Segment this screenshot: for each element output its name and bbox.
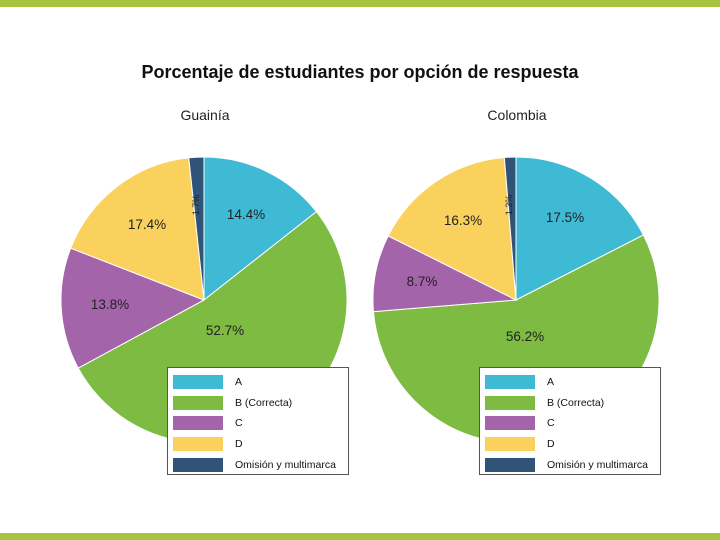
legend-swatch [173,395,223,410]
pie-1-slice-omisi-n-y-multimarca [503,156,517,301]
legend-item: A [485,372,660,393]
bottom-accent-bar [0,533,720,540]
legend-swatch [485,395,535,410]
legend-colombia: A B (Correcta) C D Omisión y multimarca [479,367,661,475]
legend-swatch [485,375,535,390]
legend-swatch [173,375,223,390]
pie-0-slice-d [70,157,205,301]
legend-label: B (Correcta) [547,396,605,409]
legend-label: C [547,417,555,430]
legend-swatch [485,457,535,472]
pie-1-slice-a [515,156,645,301]
legend-item: B (Correcta) [173,393,348,414]
pie-0-label-omisi-n-y-multimarca: 1.7% [191,195,201,216]
pie-0-label-b-correcta: 52.7% [206,323,244,338]
pie-0-slice-a [203,156,318,302]
pie-0-label-c: 13.8% [91,297,129,312]
pie-1-label-a: 17.5% [546,210,584,225]
pie-1-label-c: 8.7% [407,274,438,289]
pie-1-label-b-correcta: 56.2% [506,329,544,344]
legend-label: A [235,376,243,389]
legend-item: D [485,434,660,455]
legend-swatch [485,416,535,431]
pie-1-label-omisi-n-y-multimarca: 1.3% [504,195,514,216]
panel-title-guainia: Guainía [180,107,230,123]
legend-label: B (Correcta) [235,396,293,409]
legend-guainia: A B (Correcta) C D Omisión y multimarca [167,367,349,475]
legend-label: D [547,438,555,451]
pie-0-label-d: 17.4% [128,217,166,232]
pie-1-slice-d [387,156,517,301]
figure-title: Porcentaje de estudiantes por opción de … [141,62,579,82]
legend-item: C [485,413,660,434]
legend-item: Omisión y multimarca [173,454,348,475]
legend-label: Omisión y multimarca [547,458,648,471]
legend-item: B (Correcta) [485,393,660,414]
legend-swatch [173,416,223,431]
legend-swatch [485,437,535,452]
legend-label: Omisión y multimarca [235,458,336,471]
pie-0-label-a: 14.4% [227,207,265,222]
pie-0-slice-omisi-n-y-multimarca [188,156,205,301]
legend-swatch [173,457,223,472]
legend-label: C [235,417,243,430]
legend-item: D [173,434,348,455]
legend-label: A [547,376,555,389]
legend-swatch [173,437,223,452]
pie-0-slice-c [60,247,206,369]
legend-item: A [173,372,348,393]
panel-title-colombia: Colombia [487,107,547,123]
legend-label: D [235,438,243,451]
pie-1-label-d: 16.3% [444,213,482,228]
top-accent-bar [0,0,720,7]
legend-item: Omisión y multimarca [485,454,660,475]
legend-item: C [173,413,348,434]
